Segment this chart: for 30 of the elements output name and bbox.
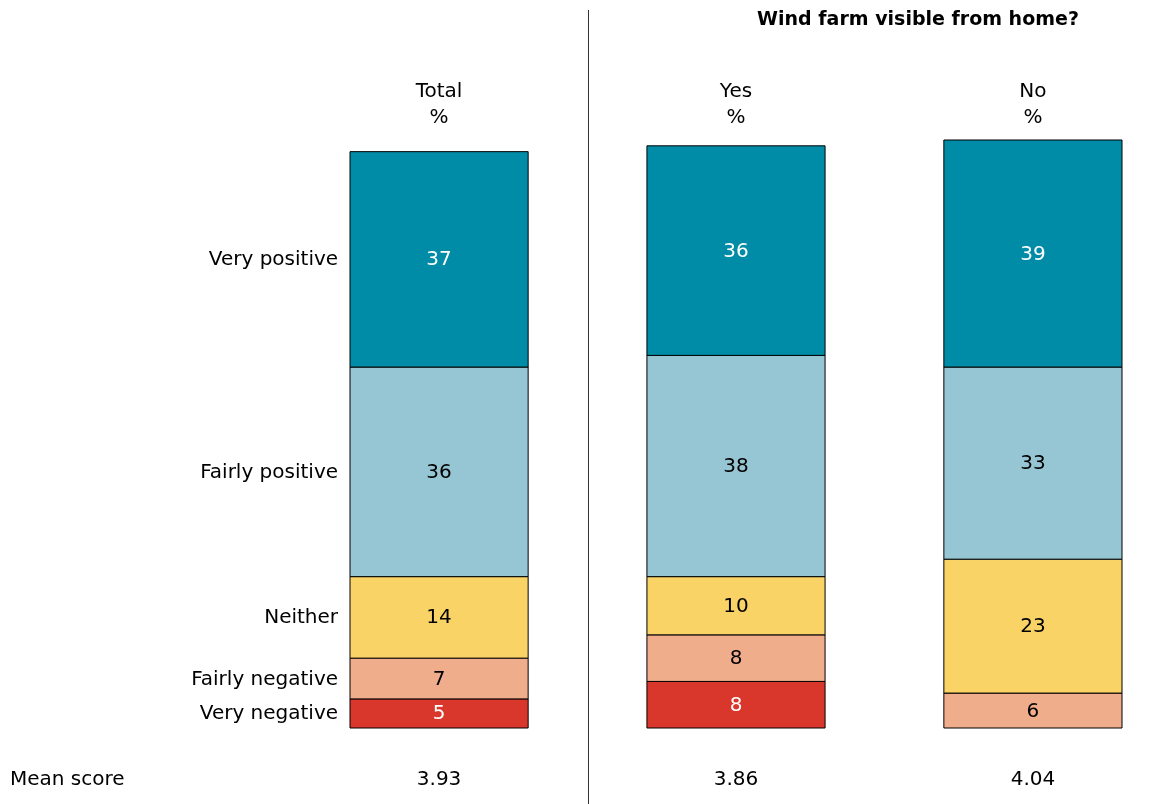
series-label: Fairly positive bbox=[200, 458, 339, 483]
data-label: 38 bbox=[723, 453, 749, 478]
data-label: 8 bbox=[729, 645, 743, 670]
series-label: Very positive bbox=[208, 246, 339, 271]
data-label: 37 bbox=[426, 246, 452, 271]
data-label: 36 bbox=[723, 237, 749, 262]
data-label: 36 bbox=[426, 458, 452, 483]
data-label: 7 bbox=[432, 665, 446, 690]
text: % bbox=[726, 103, 746, 128]
y-axis-title: % bbox=[429, 103, 449, 128]
series-label: Fairly negative bbox=[191, 665, 339, 690]
text: % bbox=[1023, 103, 1043, 128]
x-tick-label: No bbox=[1019, 77, 1047, 102]
text: 3.86 bbox=[713, 766, 759, 790]
data-label: 33 bbox=[1020, 450, 1046, 475]
text: Wind farm visible from home? bbox=[757, 7, 1079, 29]
data-label: 14 bbox=[426, 604, 452, 629]
data-label: 5 bbox=[432, 700, 446, 725]
data-label: 23 bbox=[1020, 613, 1046, 638]
series-label: Very negative bbox=[199, 700, 339, 725]
x-tick-label: Yes bbox=[718, 77, 753, 102]
data-label: 8 bbox=[729, 691, 743, 716]
data-label: 10 bbox=[723, 592, 749, 617]
text: 3.93 bbox=[416, 766, 462, 790]
x-tick-label: Total bbox=[414, 77, 463, 102]
data-label: 39 bbox=[1020, 240, 1046, 265]
series-label: Neither bbox=[264, 604, 339, 629]
text: 4.04 bbox=[1010, 766, 1056, 790]
data-label: 6 bbox=[1026, 697, 1040, 722]
text: Mean score bbox=[10, 766, 125, 790]
